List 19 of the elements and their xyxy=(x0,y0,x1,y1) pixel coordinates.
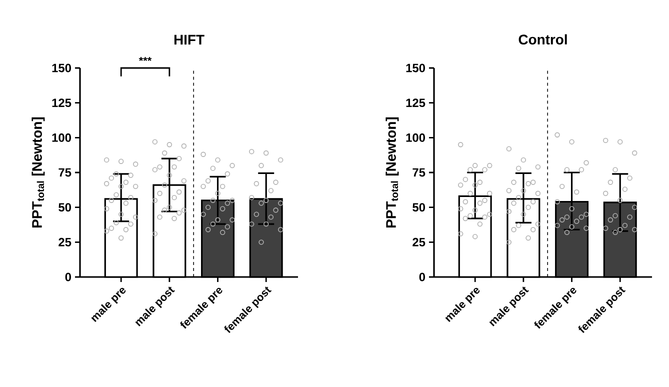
y-axis-title: PPT$_{total}$ [Newton] xyxy=(32,117,45,228)
y-tick-label: 75 xyxy=(58,168,72,177)
text: *** xyxy=(138,56,152,62)
y-tick-label: 50 xyxy=(412,203,425,212)
y-tick-label: 150 xyxy=(406,64,425,72)
y-tick-label: 0 xyxy=(65,272,71,282)
y-tick-label: 25 xyxy=(58,238,72,246)
y-tick-label: 25 xyxy=(412,238,426,246)
y-axis-title: PPT$_{total}$ [Newton] xyxy=(386,117,399,228)
y-tick-label: 125 xyxy=(52,98,72,108)
chart-title: Control xyxy=(518,34,567,45)
y-tick-label: 75 xyxy=(412,168,426,177)
y-tick-label: 0 xyxy=(419,272,425,282)
chart-title: HIFT xyxy=(174,34,204,44)
y-tick-label: 100 xyxy=(52,133,71,142)
y-tick-label: 125 xyxy=(406,98,426,108)
y-tick-label: 100 xyxy=(406,133,425,142)
y-tick-label: 150 xyxy=(52,64,71,72)
y-tick-label: 50 xyxy=(58,203,71,212)
